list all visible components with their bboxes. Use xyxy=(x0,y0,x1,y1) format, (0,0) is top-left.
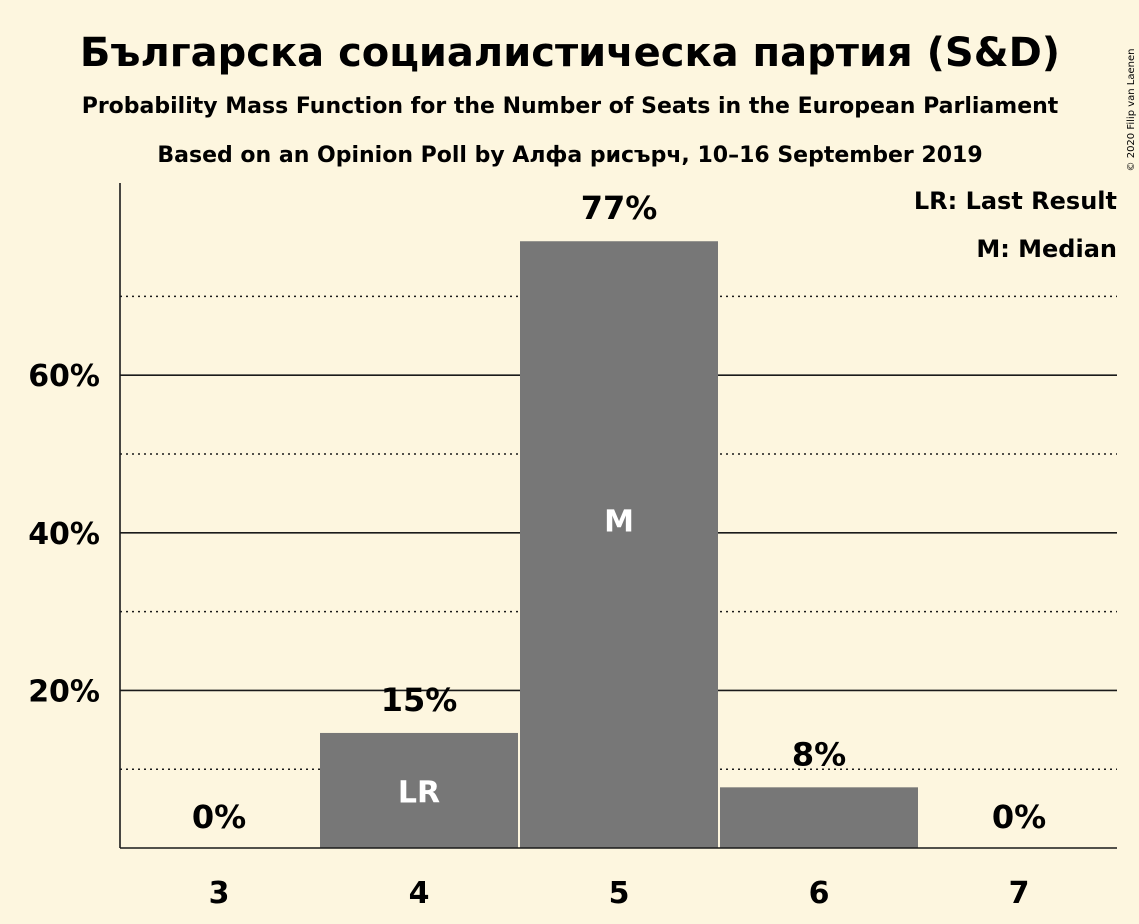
chart-source: Based on an Opinion Poll by Алфа рисърч,… xyxy=(157,143,982,168)
bar xyxy=(720,787,918,848)
data-label: 0% xyxy=(192,798,246,836)
chart-subtitle: Probability Mass Function for the Number… xyxy=(82,94,1059,119)
bar-annotation-lr: LR xyxy=(398,775,440,810)
y-tick-label: 60% xyxy=(28,359,100,394)
bar-annotation-m: M xyxy=(604,505,634,540)
y-tick-label: 40% xyxy=(28,517,100,552)
plot-area: 20% 40% 60% 3 0% 4 15% LR 5 77% M 6 8% 7 0% xyxy=(28,183,1117,911)
x-tick-label: 3 xyxy=(209,876,230,911)
data-label: 0% xyxy=(992,798,1046,836)
chart-title: Българска социалистическа партия (S&D) xyxy=(80,30,1060,76)
data-label: 15% xyxy=(381,681,458,719)
x-tick-label: 7 xyxy=(1009,876,1030,911)
bar xyxy=(520,241,718,849)
copyright: © 2020 Filip van Laenen xyxy=(1126,49,1137,172)
x-tick-label: 5 xyxy=(609,876,630,911)
legend-last-result: LR: Last Result xyxy=(914,187,1117,215)
bar xyxy=(320,732,518,848)
y-tick-label: 20% xyxy=(28,674,100,709)
data-label: 8% xyxy=(792,735,846,773)
data-label: 77% xyxy=(581,189,658,227)
x-tick-label: 4 xyxy=(409,876,430,911)
legend-median: M: Median xyxy=(976,235,1117,263)
x-tick-label: 6 xyxy=(809,876,830,911)
